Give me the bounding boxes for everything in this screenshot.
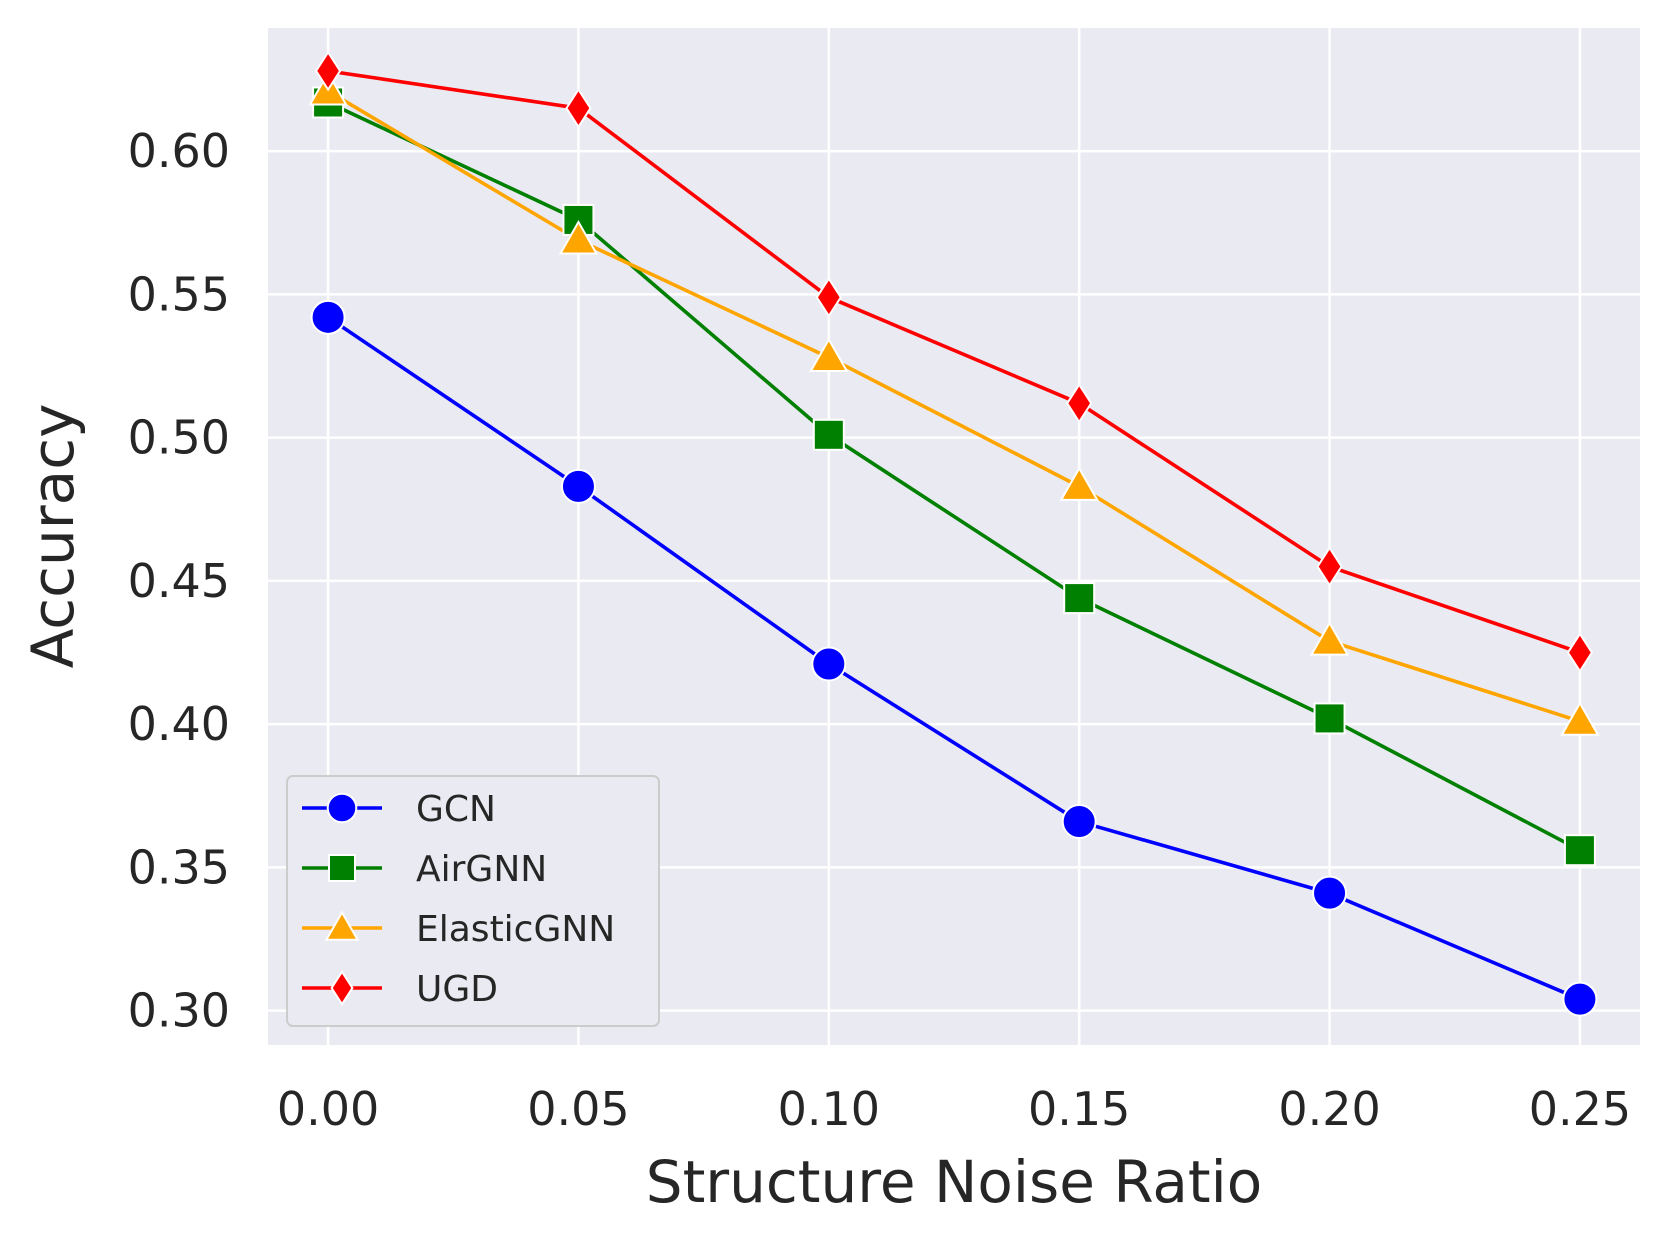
legend-marker-gcn (326, 792, 358, 824)
data-point-gcn (1061, 804, 1097, 840)
series-line-gcn (326, 315, 1582, 1001)
series-line-ugd (326, 69, 1582, 655)
data-point-gcn (811, 646, 847, 682)
data-point-ugd (565, 87, 592, 129)
y-tick-label: 0.40 (128, 697, 230, 751)
y-tick-labels: 0.30 0.35 0.40 0.45 0.50 0.55 0.60 (128, 124, 230, 1037)
series-lines (326, 69, 1582, 1001)
data-point-elasticgnn (1059, 466, 1099, 501)
legend-marker-ugd (330, 970, 354, 1006)
legend-frame (286, 775, 660, 1027)
data-point-airgnn (1313, 702, 1346, 735)
y-tick-label: 0.60 (128, 124, 230, 178)
x-tick-labels: 0.00 0.05 0.10 0.15 0.20 0.25 (277, 1082, 1631, 1136)
x-tick-label: 0.00 (277, 1082, 379, 1136)
data-point-ugd (1316, 546, 1343, 588)
legend-label-ugd: UGD (416, 969, 498, 1010)
data-point-gcn (1562, 981, 1598, 1017)
x-tick-label: 0.20 (1278, 1082, 1380, 1136)
data-point-airgnn (1563, 834, 1596, 867)
data-point-gcn (1312, 875, 1348, 911)
data-point-ugd (815, 276, 843, 318)
y-tick-label: 0.35 (128, 840, 230, 894)
y-axis-title: Accuracy (19, 404, 87, 669)
data-point-gcn (310, 299, 346, 335)
legend-entries: GCN AirGNN ElasticGNN UGD (302, 789, 615, 1010)
data-point-ugd (1065, 382, 1093, 424)
data-point-elasticgnn (809, 337, 849, 372)
x-tick-label: 0.25 (1529, 1082, 1631, 1136)
legend-marker-elasticgnn (324, 910, 360, 941)
data-point-elasticgnn (1309, 621, 1350, 656)
y-tick-label: 0.45 (128, 554, 230, 608)
data-point-airgnn (812, 418, 845, 451)
y-tick-label: 0.50 (128, 411, 230, 465)
legend-label-elasticgnn: ElasticGNN (416, 909, 615, 950)
y-tick-label: 0.30 (128, 984, 230, 1038)
data-point-ugd (314, 50, 342, 92)
x-tick-label: 0.05 (527, 1082, 629, 1136)
series-markers (308, 50, 1600, 1017)
legend-marker-airgnn (328, 854, 356, 882)
x-tick-label: 0.15 (1028, 1082, 1130, 1136)
data-point-ugd (1566, 632, 1594, 673)
series-line-elasticgnn (326, 89, 1582, 724)
series-line-airgnn (326, 100, 1582, 852)
data-point-gcn (560, 468, 596, 504)
legend-label-airgnn: AirGNN (416, 849, 547, 890)
y-tick-label: 0.55 (128, 267, 230, 321)
data-point-elasticgnn (558, 219, 599, 255)
legend: GCN AirGNN ElasticGNN UGD (286, 775, 660, 1027)
x-tick-label: 0.10 (778, 1082, 880, 1136)
data-point-airgnn (1063, 582, 1096, 615)
data-point-elasticgnn (1560, 701, 1600, 736)
legend-label-gcn: GCN (416, 789, 496, 830)
x-axis-title: Structure Noise Ratio (646, 1148, 1262, 1216)
